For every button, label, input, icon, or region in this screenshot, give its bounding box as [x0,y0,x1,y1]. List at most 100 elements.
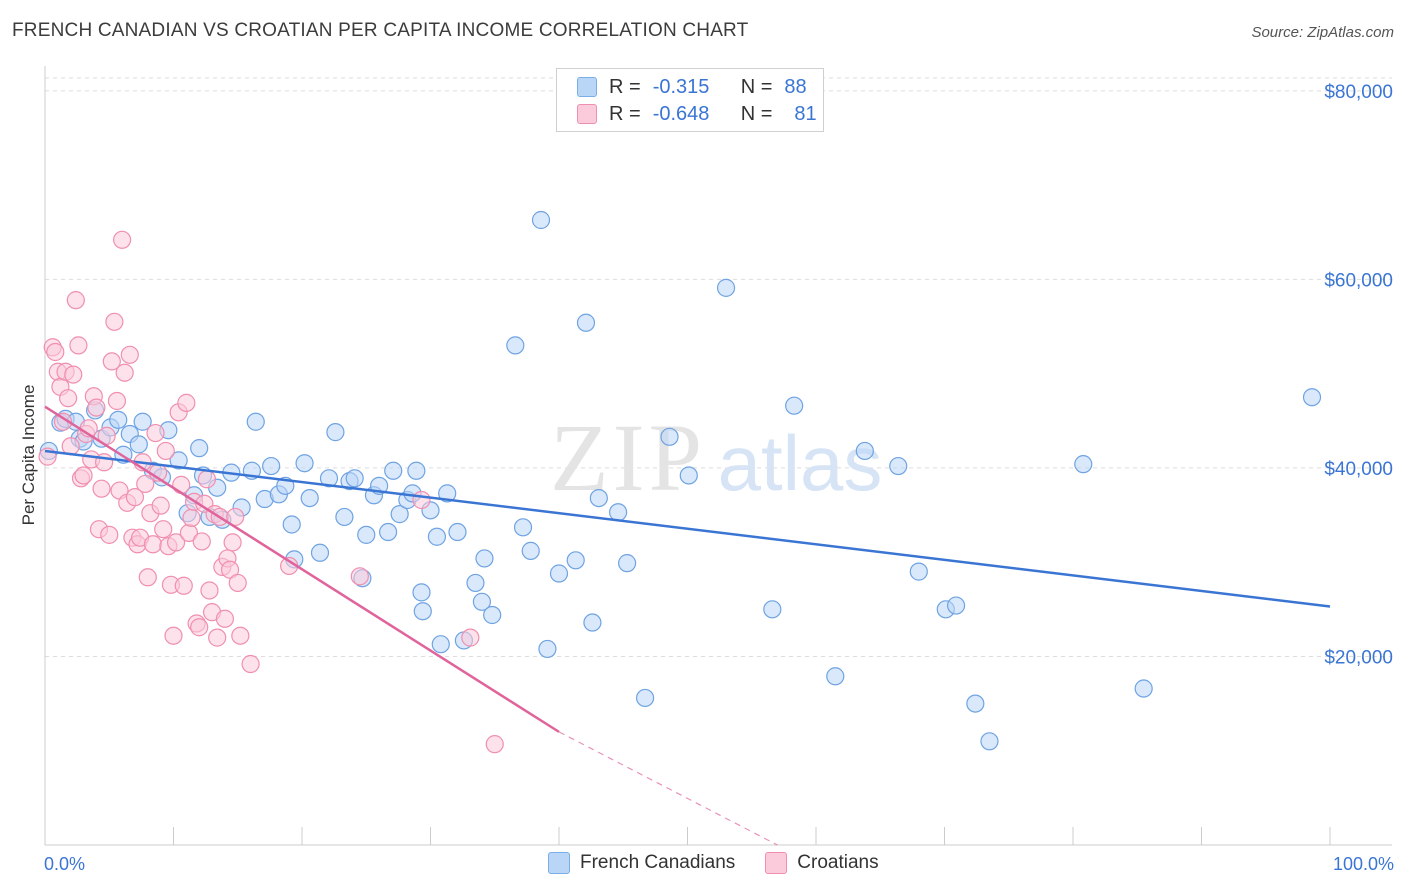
point-french-canadians [635,688,655,708]
legend-n-value: 81 [794,102,817,125]
point-french-canadians [660,427,679,446]
point-croatians [461,628,480,647]
point-french-canadians [618,554,637,573]
point-french-canadians [980,732,999,751]
trend-line-french-canadians [44,449,1331,608]
series-legend: French Canadians Croatians [548,852,909,874]
point-french-canadians [431,635,450,654]
point-french-canadians [407,461,426,480]
point-french-canadians [966,694,985,713]
point-french-canadians [946,596,966,615]
point-french-canadians [472,592,491,611]
point-french-canadians [384,461,403,480]
point-french-canadians [475,549,494,568]
point-croatians [59,389,78,408]
point-croatians [154,520,173,539]
point-croatians [115,363,134,382]
legend-label-croatians: Croatians [797,852,879,873]
point-croatians [182,508,201,527]
x-tick-label-0: 0.0% [44,854,85,874]
legend-item-french-canadians: French Canadians [548,852,735,874]
point-french-canadians [345,469,364,488]
point-croatians [125,488,145,507]
point-croatians [87,398,106,417]
point-french-canadians [679,466,698,485]
point-french-canadians [326,423,345,442]
point-french-canadians [129,435,148,454]
point-croatians [156,441,175,461]
point-croatians [200,581,219,600]
point-croatians [69,336,88,355]
point-croatians [105,312,124,331]
point-french-canadians [413,602,432,621]
point-french-canadians [300,488,319,508]
point-french-canadians [566,551,585,570]
trend-lines [44,405,1331,846]
point-croatians [107,391,127,411]
y-tick-label: $80,000 [1324,82,1393,103]
point-french-canadians [295,454,314,473]
legend-n-label: N = [740,102,773,125]
point-french-canadians [466,573,485,593]
y-tick-label: $40,000 [1324,459,1393,480]
point-french-canadians [412,583,431,602]
legend-r-value: -0.648 [652,102,710,125]
point-french-canadians [190,439,209,458]
series-french-canadians [39,210,1322,751]
legend-r-label: R = [609,75,641,98]
y-tick-labels: $20,000 $40,000 $60,000 $80,000 [1324,82,1393,669]
point-french-canadians [549,564,569,583]
watermark-atlas: atlas [718,419,883,507]
point-croatians [192,532,211,551]
point-french-canadians [427,527,447,546]
point-french-canadians [538,639,557,659]
point-croatians [151,496,170,515]
point-croatians [174,576,193,595]
legend-n-value: 88 [784,75,807,98]
point-croatians [172,475,191,494]
point-french-canadians [357,525,376,544]
point-croatians [190,618,209,637]
y-tick-label: $20,000 [1324,647,1393,668]
point-croatians [112,230,132,249]
series-croatians [38,230,504,754]
point-croatians [177,393,196,412]
point-french-canadians [785,396,804,415]
point-french-canadians [483,605,502,625]
point-croatians [100,525,119,544]
point-french-canadians [378,522,398,542]
point-croatians [215,609,234,628]
point-french-canadians [513,518,533,537]
point-croatians [164,626,183,645]
point-croatians [231,626,250,645]
trend-line-croatians-extension [558,731,778,846]
point-french-canadians [246,412,265,431]
point-croatians [166,533,186,552]
point-french-canadians [1134,679,1153,698]
legend-swatch-blue [577,77,597,97]
point-french-canadians [448,522,467,542]
point-french-canadians [1302,388,1322,407]
point-french-canadians [716,278,736,297]
grid-lines [45,77,1392,657]
legend-item-croatians: Croatians [765,852,879,874]
point-croatians [102,352,121,371]
point-french-canadians [589,488,608,508]
point-croatians [66,291,85,310]
point-french-canadians [576,313,596,332]
legend-r-value: -0.315 [652,75,710,98]
legend-n-label: N = [740,75,773,98]
point-french-canadians [521,541,540,560]
legend-r-label: R = [609,102,641,125]
legend-label-french-canadians: French Canadians [580,852,736,873]
legend-swatch-pink [765,852,788,874]
point-croatians [92,479,111,498]
legend-row-french-canadians: R = -0.315 N = 88 [577,75,807,99]
point-french-canadians [133,412,152,431]
point-croatians [120,345,139,364]
point-french-canadians [169,451,188,470]
point-croatians [228,573,247,593]
point-french-canadians [438,484,457,503]
point-french-canadians [262,456,281,476]
